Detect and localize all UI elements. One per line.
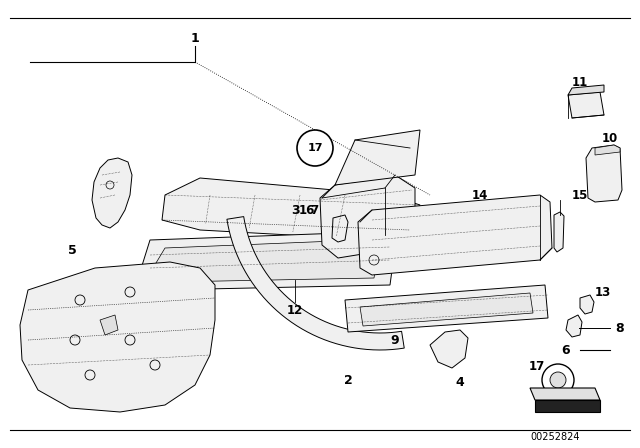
- Text: 00252824: 00252824: [531, 432, 580, 442]
- Polygon shape: [580, 295, 594, 314]
- Circle shape: [542, 364, 574, 396]
- Polygon shape: [100, 315, 118, 335]
- Polygon shape: [358, 195, 552, 275]
- Polygon shape: [586, 145, 622, 202]
- Circle shape: [297, 130, 333, 166]
- Text: 1: 1: [191, 31, 200, 44]
- Text: 4: 4: [456, 375, 465, 388]
- Text: 8: 8: [615, 322, 623, 335]
- Polygon shape: [227, 216, 404, 350]
- Polygon shape: [430, 330, 468, 368]
- Text: 7: 7: [310, 203, 318, 216]
- Polygon shape: [360, 293, 533, 326]
- Polygon shape: [566, 315, 582, 337]
- Text: 15: 15: [572, 189, 588, 202]
- Text: 13: 13: [595, 285, 611, 298]
- Text: 12: 12: [287, 303, 303, 316]
- Text: 10: 10: [602, 132, 618, 145]
- Polygon shape: [140, 232, 395, 290]
- Text: 3: 3: [291, 203, 300, 216]
- Text: 17: 17: [529, 359, 545, 372]
- Text: 2: 2: [344, 374, 353, 387]
- Polygon shape: [554, 212, 564, 252]
- Polygon shape: [595, 145, 620, 155]
- Polygon shape: [20, 262, 215, 412]
- Polygon shape: [535, 400, 600, 412]
- Polygon shape: [568, 92, 604, 118]
- Text: 5: 5: [68, 244, 76, 257]
- Polygon shape: [332, 215, 348, 242]
- Polygon shape: [320, 175, 415, 258]
- Text: 6: 6: [561, 344, 570, 357]
- Text: 17: 17: [307, 143, 323, 153]
- Text: 9: 9: [390, 333, 399, 346]
- Polygon shape: [335, 130, 420, 185]
- Text: 11: 11: [572, 76, 588, 89]
- Polygon shape: [92, 158, 132, 228]
- Text: 16: 16: [299, 203, 315, 216]
- Polygon shape: [345, 285, 548, 332]
- Polygon shape: [530, 388, 600, 400]
- Polygon shape: [153, 240, 378, 282]
- Polygon shape: [162, 178, 420, 240]
- Circle shape: [550, 372, 566, 388]
- Text: 14: 14: [472, 189, 488, 202]
- Polygon shape: [568, 85, 604, 95]
